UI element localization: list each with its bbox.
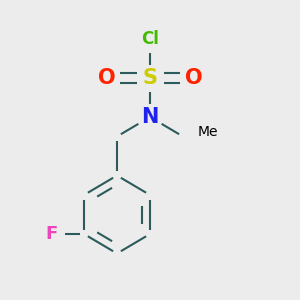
Text: F: F	[45, 225, 57, 243]
Text: S: S	[142, 68, 158, 88]
Text: O: O	[98, 68, 115, 88]
Text: O: O	[185, 68, 202, 88]
Text: N: N	[141, 107, 159, 127]
Text: Cl: Cl	[141, 30, 159, 48]
Text: Me: Me	[198, 125, 218, 139]
